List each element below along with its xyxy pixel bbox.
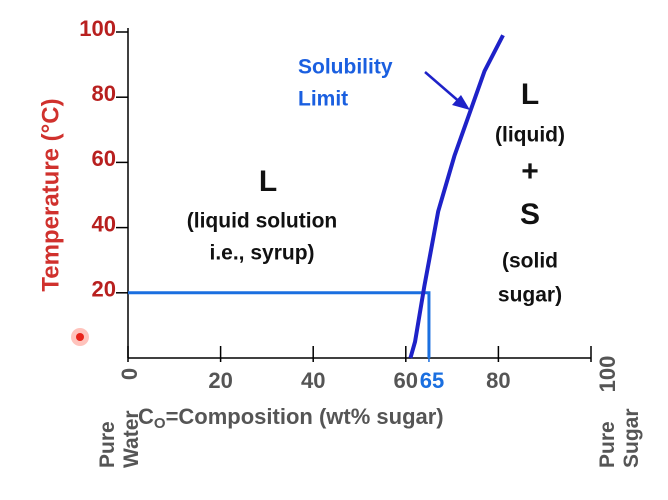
curve-arrow (424, 71, 463, 105)
x-label-main: C (138, 404, 154, 429)
x-tick-label: 20 (208, 368, 232, 393)
left-region-label: L (259, 165, 277, 198)
right-region-label: sugar) (498, 284, 562, 307)
guide-line (128, 291, 431, 358)
x-tick-label: 40 (301, 368, 325, 393)
y-tick-label: 80 (92, 81, 116, 106)
x-label-sub: O (154, 415, 166, 432)
right-region-label: (solid (502, 250, 558, 273)
x-end-label: PureWater (96, 410, 143, 468)
x-tick-label: 0 (117, 368, 142, 380)
y-tick-label: 100 (79, 16, 116, 41)
x-axis-label: CO=Composition (wt% sugar) (138, 404, 444, 432)
x-tick-label: 65 (420, 368, 444, 393)
left-region-label: (liquid solution (187, 210, 337, 233)
right-region-label: S (520, 198, 540, 231)
right-region-label: (liquid) (495, 124, 565, 147)
left-region-label: i.e., syrup) (209, 242, 314, 265)
cursor-dot (76, 333, 84, 341)
y-tick-label: 40 (92, 211, 116, 236)
right-region-label: L (521, 78, 539, 111)
curve-label: Solubility (298, 56, 393, 79)
y-axis-label: Temperature (°C) (37, 98, 64, 291)
x-tick-label: 100 (595, 356, 620, 393)
x-tick-label: 60 (394, 368, 418, 393)
x-tick-label: 80 (486, 368, 510, 393)
curve-arrowhead (452, 95, 470, 110)
y-tick-label: 20 (92, 277, 116, 302)
x-label-rest: =Composition (wt% sugar) (166, 404, 444, 429)
y-tick-label: 60 (92, 146, 116, 171)
solubility-curve (408, 34, 505, 359)
right-region-label: + (521, 155, 539, 188)
curve-label: Limit (298, 88, 348, 111)
x-end-label: PureSugar (596, 408, 643, 468)
